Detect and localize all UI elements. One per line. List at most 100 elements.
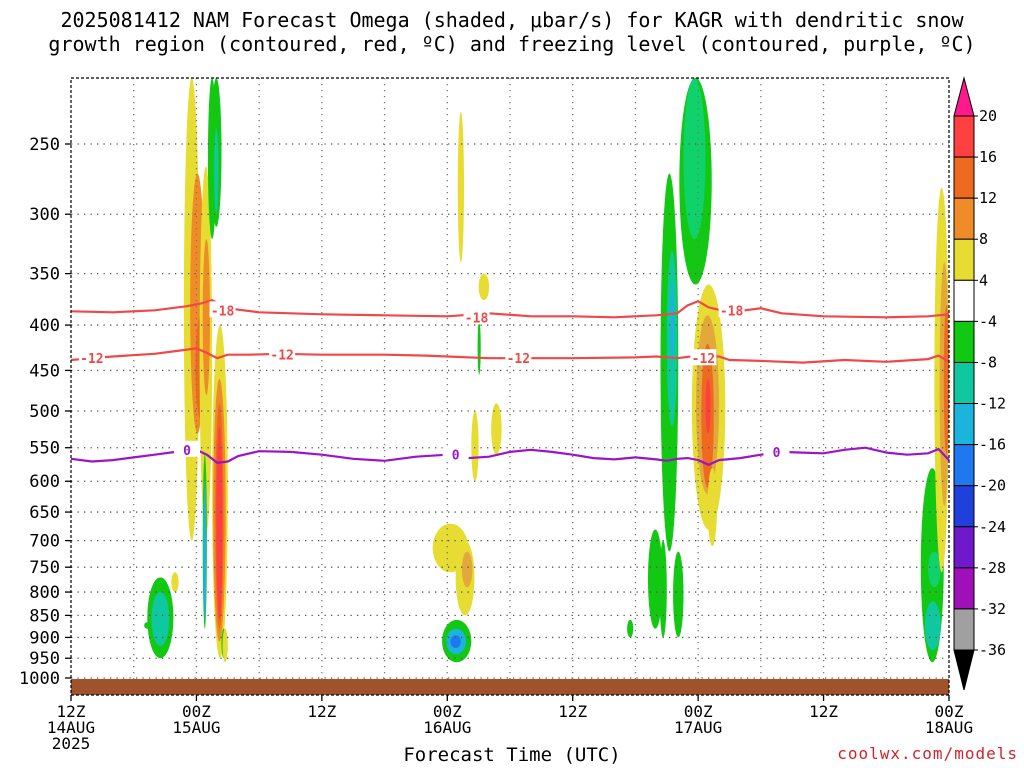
- freezing-label-bg: [763, 442, 790, 459]
- x-tick-label: 12Z: [809, 702, 838, 721]
- x-tick-label: 12Z: [558, 702, 587, 721]
- dgz-upper-label-bg: [463, 308, 490, 325]
- y-tick-label: 550: [29, 439, 60, 459]
- colorbar: 20 16 12 8 4 -4 -8 -12 -16 -20 -24 -28 -32 -36: [953, 76, 1006, 691]
- x-tick-label: 12Z: [307, 702, 336, 721]
- dgz-upper-label: -18: [720, 304, 744, 319]
- y-tick-label: 900: [29, 628, 60, 648]
- x-tick-label: 17AUG: [674, 718, 722, 737]
- x-tick-label: 14AUG: [47, 718, 95, 737]
- colorbar-band: [953, 444, 975, 487]
- chart-title-line-1: 2025081412 NAM Forecast Omega (shaded, μ…: [60, 8, 964, 32]
- x-axis-title: Forecast Time (UTC): [403, 744, 621, 766]
- omega-cell: [669, 284, 675, 362]
- colorbar-band: [953, 197, 975, 240]
- colorbar-label: -32: [979, 600, 1006, 618]
- colorbar-label: 16: [979, 148, 997, 166]
- x-tick-label: 12Z: [57, 702, 86, 721]
- omega-cell: [202, 239, 211, 396]
- colorbar-label: -4: [979, 312, 997, 330]
- freezing-label: 0: [183, 444, 191, 459]
- x-tick-label: 00Z: [182, 702, 211, 721]
- colorbar-label: -36: [979, 641, 1006, 659]
- x-tick-label: 00Z: [684, 702, 713, 721]
- omega-cell: [461, 551, 473, 588]
- omega-cell: [659, 540, 667, 638]
- dgz-lower-label-bg: [505, 349, 532, 366]
- y-tick-label: 850: [29, 606, 60, 626]
- colorbar-band: [953, 115, 975, 158]
- omega-cell: [457, 111, 465, 263]
- freezing-label: 0: [452, 449, 460, 464]
- omega-cell: [928, 551, 941, 588]
- y-tick-label: 400: [29, 316, 60, 336]
- dgz-upper-contour: [70, 299, 950, 319]
- y-tick-label: 250: [29, 135, 60, 155]
- temperature-contours: -18 -18 -18 -12 -12 -12 -12 0 0 0: [70, 299, 950, 467]
- ground-terrain: [71, 679, 949, 695]
- omega-cell: [151, 592, 170, 646]
- dgz-lower-label-bg: [690, 349, 717, 366]
- omega-cell: [171, 572, 179, 593]
- omega-cell: [673, 551, 684, 638]
- colorbar-band: [953, 485, 975, 528]
- omega-cell: [144, 622, 151, 629]
- colorbar-label: 4: [979, 271, 988, 289]
- dgz-upper-label-bg: [209, 301, 236, 318]
- x-tick-label: 2025: [52, 734, 91, 753]
- x-tick-label: 00Z: [935, 702, 964, 721]
- omega-cell: [924, 601, 941, 651]
- omega-cell: [203, 481, 207, 620]
- dgz-lower-label-bg: [78, 349, 105, 366]
- site-credit: coolwx.com/models: [837, 744, 1018, 763]
- omega-cell: [647, 529, 663, 629]
- colorbar-band: [953, 403, 975, 446]
- colorbar-label: -20: [979, 477, 1006, 495]
- y-tick-label: 450: [29, 361, 60, 381]
- dgz-lower-label: -12: [507, 352, 530, 367]
- colorbar-min-arrow: [953, 649, 975, 691]
- omega-cell: [705, 378, 711, 434]
- dgz-lower-label: -12: [692, 352, 715, 367]
- y-tick-label: 800: [29, 583, 60, 603]
- y-tick-label: 950: [29, 649, 60, 669]
- y-tick-label: 1000: [19, 669, 60, 689]
- plot-frame: [70, 77, 950, 696]
- x-tick-label: 00Z: [433, 702, 462, 721]
- dgz-lower-label-bg: [269, 345, 296, 362]
- omega-cell: [707, 468, 717, 547]
- dgz-lower-label: -12: [80, 352, 103, 367]
- omega-cell: [683, 78, 706, 240]
- colorbar-label: -8: [979, 353, 997, 371]
- x-tick-label: 18AUG: [925, 718, 973, 737]
- colorbar-label: -28: [979, 559, 1006, 577]
- colorbar-band: [953, 608, 975, 651]
- x-tick-label: 15AUG: [172, 718, 220, 737]
- freezing-label: 0: [773, 446, 781, 461]
- x-tick-label: 16AUG: [423, 718, 471, 737]
- colorbar-band: [953, 526, 975, 569]
- omega-cell: [491, 403, 502, 455]
- colorbar-label: -12: [979, 395, 1006, 413]
- freezing-label-bg: [174, 440, 201, 457]
- y-tick-label: 650: [29, 503, 60, 523]
- colorbar-max-arrow: [953, 76, 975, 117]
- dgz-upper-label: -18: [465, 311, 489, 326]
- dgz-upper-label: -18: [211, 304, 235, 319]
- omega-cell: [471, 411, 479, 482]
- grid-lines: [71, 78, 949, 679]
- omega-shaded-layer: [144, 77, 950, 663]
- colorbar-band: [953, 156, 975, 199]
- colorbar-band: [953, 361, 975, 405]
- axes: 2503003504004505005506006507007508008509…: [19, 77, 973, 753]
- omega-cell: [222, 628, 228, 663]
- colorbar-band: [953, 320, 975, 363]
- freezing-label-bg: [442, 445, 469, 462]
- omega-cell: [478, 273, 490, 301]
- dgz-lower-contour: [70, 347, 950, 364]
- colorbar-band: [953, 567, 975, 610]
- colorbar-band: [953, 238, 975, 281]
- y-tick-label: 300: [29, 205, 60, 225]
- omega-cell: [943, 305, 949, 455]
